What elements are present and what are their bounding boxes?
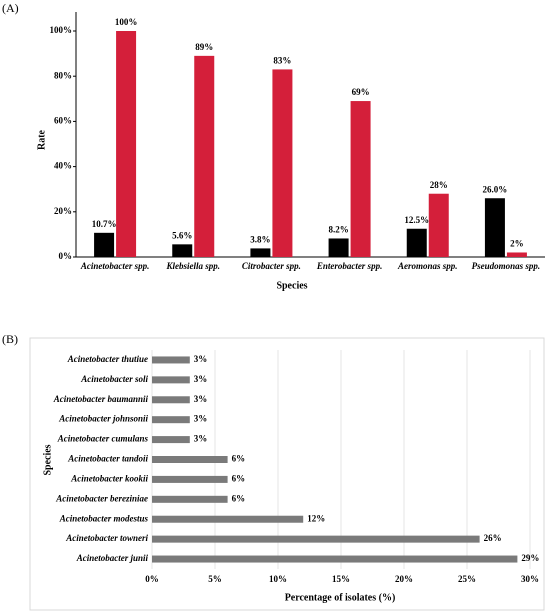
- bar: [152, 436, 190, 444]
- bar: [152, 475, 228, 483]
- x-axis-title: Percentage of isolates (%): [285, 592, 396, 603]
- y-tick-label: Acinetobacter cumulans: [57, 434, 149, 444]
- bar: [116, 31, 137, 257]
- x-tick-label: Citrobacter spp.: [242, 261, 301, 271]
- y-axis-title: Rate: [36, 129, 47, 150]
- bar: [350, 101, 371, 257]
- y-tick-label: Acinetobacter baumannii: [53, 394, 149, 404]
- x-tick-label: 25%: [458, 574, 476, 584]
- value-label: 6%: [232, 493, 246, 503]
- y-tick-label: 20%: [54, 206, 72, 216]
- value-label: 2%: [510, 239, 524, 249]
- bar: [506, 252, 527, 257]
- bar: [152, 456, 228, 463]
- bar: [406, 228, 427, 257]
- bar: [152, 535, 480, 543]
- y-tick-label: Acinetobacter junii: [76, 553, 149, 563]
- bar: [484, 198, 505, 257]
- bar: [272, 69, 293, 257]
- y-tick-label: Acinetobacter tandoii: [67, 454, 148, 464]
- bar: [152, 356, 190, 364]
- x-tick-label: Enterobacter spp.: [316, 261, 383, 271]
- y-tick-label: 0%: [59, 251, 73, 261]
- value-label: 29%: [521, 553, 539, 563]
- panel-label: (A): [2, 1, 19, 15]
- y-axis-title: Species: [42, 444, 53, 475]
- value-label: 8.2%: [328, 225, 348, 235]
- x-tick-label: 10%: [269, 574, 287, 584]
- value-label: 3%: [194, 394, 208, 404]
- panel-label: (B): [2, 332, 18, 346]
- x-tick-label: 0%: [145, 574, 159, 584]
- y-tick-label: 80%: [54, 70, 72, 80]
- y-tick-label: Acinetobacter johnsonii: [58, 414, 148, 424]
- value-label: 26%: [484, 533, 502, 543]
- value-label: 3.8%: [250, 234, 270, 244]
- bar: [328, 238, 349, 257]
- bar: [194, 55, 215, 257]
- bar: [172, 244, 193, 257]
- x-tick-label: 30%: [521, 574, 539, 584]
- bar: [152, 396, 190, 404]
- value-label: 83%: [273, 55, 291, 65]
- y-tick-label: 100%: [50, 25, 73, 35]
- bar: [152, 555, 518, 563]
- value-label: 100%: [115, 17, 138, 27]
- y-tick-label: Acinetobacter bereziniae: [55, 493, 148, 503]
- value-label: 12%: [307, 513, 325, 523]
- bar: [152, 495, 228, 503]
- x-axis-title: Species: [276, 280, 307, 291]
- y-tick-label: Acinetobacter thutiue: [67, 354, 148, 364]
- y-tick-label: 40%: [54, 161, 72, 171]
- value-label: 5.6%: [172, 230, 192, 240]
- bar: [152, 376, 190, 384]
- bar: [94, 232, 115, 257]
- x-tick-label: Klebsiella spp.: [166, 261, 221, 271]
- y-tick-label: Acinetobacter soli: [80, 374, 148, 384]
- y-tick-label: 60%: [54, 115, 72, 125]
- bar: [152, 416, 190, 424]
- value-label: 26.0%: [483, 184, 508, 194]
- bar: [428, 193, 449, 257]
- value-label: 12.5%: [404, 215, 429, 225]
- bar: [250, 248, 271, 257]
- x-tick-label: Pseudomonas spp.: [472, 261, 541, 271]
- value-label: 3%: [194, 354, 208, 364]
- y-tick-label: Acinetobacter kookii: [70, 473, 148, 483]
- x-tick-label: 20%: [395, 574, 413, 584]
- value-label: 6%: [232, 454, 246, 464]
- value-label: 89%: [195, 42, 213, 52]
- value-label: 3%: [194, 414, 208, 424]
- x-tick-label: Aeromonas spp.: [397, 261, 458, 271]
- value-label: 3%: [194, 434, 208, 444]
- value-label: 6%: [232, 473, 246, 483]
- value-label: 69%: [352, 87, 370, 97]
- x-tick-label: 5%: [208, 574, 222, 584]
- value-label: 3%: [194, 374, 208, 384]
- value-label: 10.7%: [92, 219, 117, 229]
- value-label: 28%: [430, 180, 448, 190]
- bar: [152, 515, 304, 523]
- x-tick-label: Acinetobacter spp.: [80, 261, 150, 271]
- y-tick-label: Acinetobacter towneri: [65, 533, 148, 543]
- panel-frame: [29, 337, 545, 611]
- x-tick-label: 15%: [332, 574, 350, 584]
- y-tick-label: Acinetobacter modestus: [59, 513, 149, 523]
